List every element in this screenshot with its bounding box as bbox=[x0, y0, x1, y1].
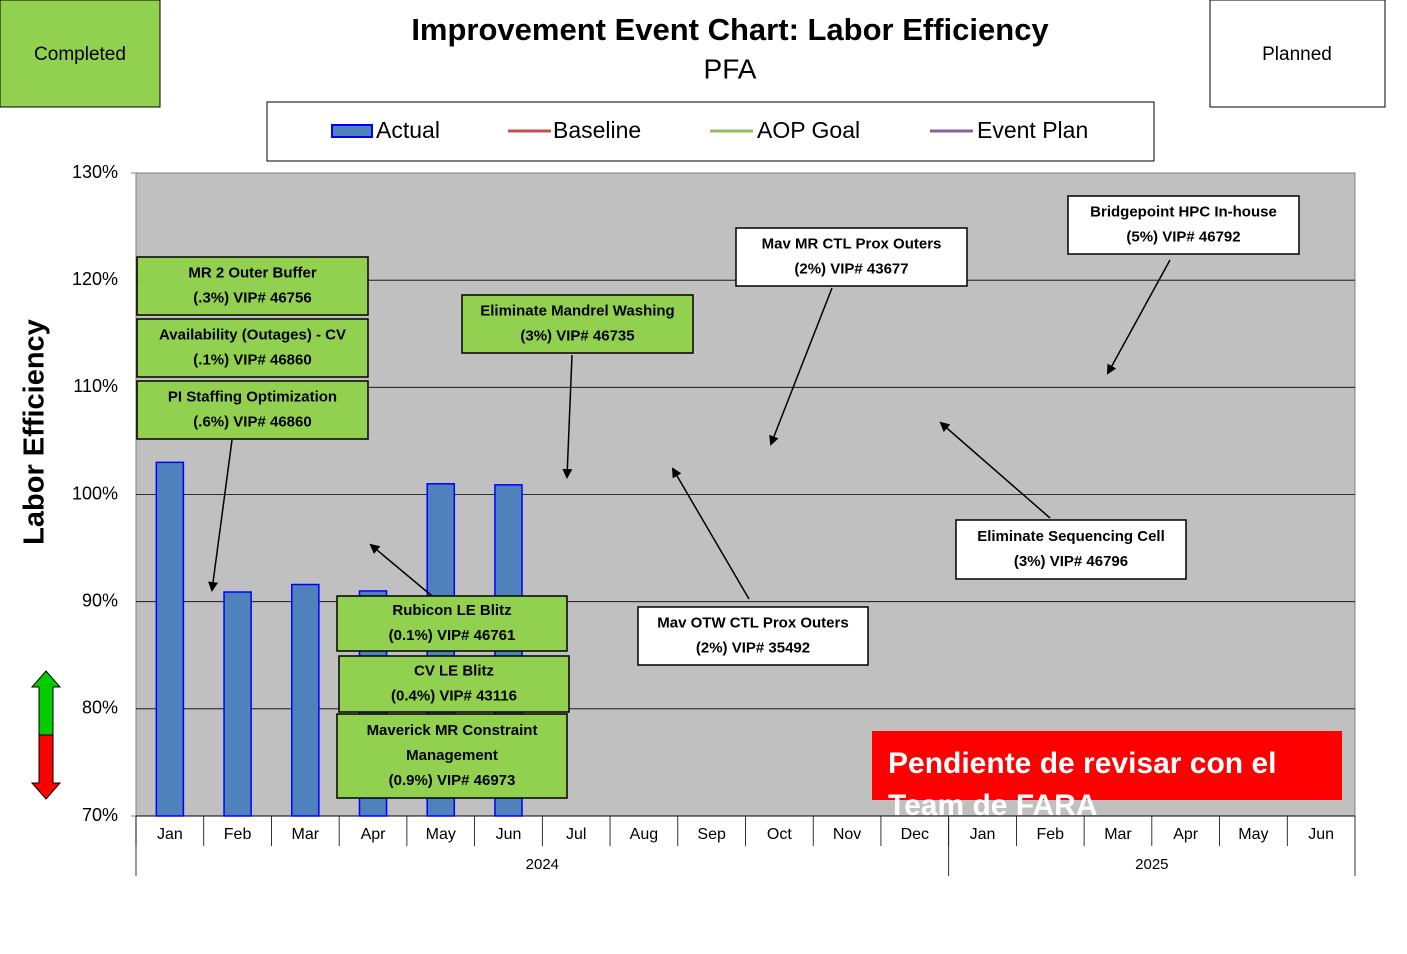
annotation-text: Mav OTW CTL Prox Outers bbox=[657, 614, 848, 631]
annotation-arrow bbox=[562, 354, 573, 479]
completed-label: Completed bbox=[34, 44, 126, 65]
x-tick-label: Aug bbox=[630, 826, 658, 843]
x-tick-label: Jan bbox=[970, 826, 996, 843]
x-tick-label: Mar bbox=[1104, 826, 1132, 843]
direction-arrow bbox=[30, 670, 62, 800]
completed-box bbox=[0, 0, 161, 108]
annotation-text: (2%) VIP# 43677 bbox=[794, 260, 908, 277]
y-tick-label: 120% bbox=[72, 269, 118, 289]
y-tick-label: 110% bbox=[73, 376, 118, 396]
annotation-text: CV LE Blitz bbox=[414, 662, 494, 679]
note-text: Team de FARA bbox=[888, 789, 1098, 822]
planned-label: Planned bbox=[1262, 44, 1332, 65]
annotation-text: (3%) VIP# 46735 bbox=[520, 327, 634, 344]
x-tick-label: Feb bbox=[1036, 826, 1064, 843]
annotation-arrow bbox=[1107, 259, 1171, 375]
annotation-text: Rubicon LE Blitz bbox=[392, 602, 511, 619]
annotation-box bbox=[336, 595, 568, 652]
year-label: 2024 bbox=[526, 856, 559, 873]
bar bbox=[155, 461, 185, 817]
legend-label: Baseline bbox=[553, 117, 641, 143]
annotation-text: (3%) VIP# 46796 bbox=[1014, 553, 1128, 570]
chart-subtitle: PFA bbox=[704, 53, 757, 84]
annotation-text: Eliminate Sequencing Cell bbox=[977, 528, 1165, 545]
legend-swatch bbox=[331, 124, 373, 138]
annotation-box bbox=[136, 380, 369, 440]
x-tick-label: Feb bbox=[224, 826, 252, 843]
x-tick-label: Jul bbox=[566, 826, 586, 843]
note-text: Pendiente de revisar con el bbox=[888, 747, 1277, 780]
chart-title: Improvement Event Chart: Labor Efficienc… bbox=[411, 12, 1049, 47]
x-tick-label: Jun bbox=[1308, 826, 1334, 843]
annotation-text: (2%) VIP# 35492 bbox=[696, 639, 810, 656]
annotation-box bbox=[735, 227, 968, 287]
annotation-arrow bbox=[939, 421, 1051, 519]
year-label: 2025 bbox=[1135, 856, 1168, 873]
legend-label: Actual bbox=[376, 117, 440, 143]
annotation-text: Bridgepoint HPC In-house bbox=[1090, 203, 1277, 220]
x-tick-label: Mar bbox=[292, 826, 320, 843]
annotation-text: Eliminate Mandrel Washing bbox=[480, 302, 674, 319]
note: Pendiente de revisar con el Team de FARA bbox=[888, 747, 1277, 822]
annotation-text: (0.1%) VIP# 46761 bbox=[389, 627, 516, 644]
x-tick-label: Oct bbox=[767, 826, 792, 843]
annotation-arrow bbox=[369, 543, 433, 597]
x-tick-label: Apr bbox=[1173, 826, 1199, 843]
annotation-box bbox=[637, 606, 869, 666]
x-tick-label: Sep bbox=[697, 826, 726, 843]
annotation-text: (5%) VIP# 46792 bbox=[1126, 228, 1240, 245]
annotation-box bbox=[461, 294, 694, 354]
x-tick-label: Jan bbox=[157, 826, 183, 843]
annotation-text: (.6%) VIP# 46860 bbox=[193, 413, 311, 430]
annotation-arrow bbox=[208, 439, 233, 592]
annotation-text: (.1%) VIP# 46860 bbox=[193, 351, 311, 368]
annotation-text: Management bbox=[406, 747, 498, 764]
annotation-text: (.3%) VIP# 46756 bbox=[193, 289, 311, 306]
x-tick-label: May bbox=[426, 826, 456, 843]
annotation-box bbox=[955, 519, 1187, 580]
x-tick-label: May bbox=[1238, 826, 1268, 843]
annotation-text: (0.9%) VIP# 46973 bbox=[389, 772, 516, 789]
annotation-text: (0.4%) VIP# 43116 bbox=[391, 687, 517, 704]
annotation-text: Availability (Outages) - CV bbox=[159, 326, 346, 343]
annotation-box bbox=[136, 256, 369, 316]
annotation-box bbox=[136, 318, 369, 378]
annotation-text: PI Staffing Optimization bbox=[168, 388, 337, 405]
y-tick-label: 80% bbox=[82, 698, 118, 718]
y-axis-title: Labor Efficiency bbox=[19, 319, 51, 545]
y-tick-label: 130% bbox=[72, 162, 118, 182]
annotation-box bbox=[338, 655, 570, 713]
x-tick-label: Jun bbox=[496, 826, 522, 843]
y-tick-label: 100% bbox=[72, 483, 118, 503]
planned-box bbox=[1209, 0, 1386, 108]
annotation-text: Maverick MR Constraint bbox=[367, 722, 538, 739]
annotation-text: Mav MR CTL Prox Outers bbox=[762, 235, 942, 252]
x-tick-label: Apr bbox=[361, 826, 387, 843]
note-box bbox=[872, 731, 1342, 800]
x-tick-label: Nov bbox=[833, 826, 861, 843]
y-tick-label: 70% bbox=[82, 805, 118, 825]
x-tick-label: Dec bbox=[901, 826, 929, 843]
annotation-arrow bbox=[769, 287, 833, 446]
bar bbox=[223, 591, 252, 817]
annotation-arrow bbox=[671, 467, 750, 600]
annotation-box bbox=[336, 713, 568, 799]
annotation-text: MR 2 Outer Buffer bbox=[188, 264, 317, 281]
annotation-box bbox=[1067, 195, 1300, 255]
legend-label: Event Plan bbox=[977, 117, 1088, 143]
y-tick-label: 90% bbox=[82, 590, 118, 610]
legend-label: AOP Goal bbox=[757, 117, 860, 143]
bar bbox=[291, 583, 320, 817]
